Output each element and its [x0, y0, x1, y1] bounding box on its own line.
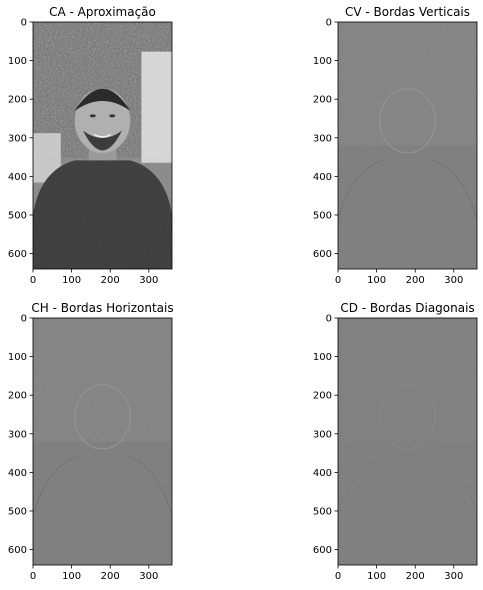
y-tick-label: 500	[8, 506, 27, 517]
x-tick-label: 300	[139, 275, 158, 286]
x-tick-label: 100	[62, 275, 81, 286]
x-tick-label: 200	[406, 275, 425, 286]
axes-frame	[32, 21, 173, 270]
y-tick-label: 0	[326, 314, 332, 325]
panel-ch: CH - Bordas Horizontais 0 100 200 300 0 100 200…	[8, 301, 174, 582]
y-tick-label: 200	[8, 391, 27, 402]
y-tick-label: 300	[8, 429, 27, 440]
y-tick-label: 300	[8, 133, 27, 144]
x-tick-label: 0	[30, 571, 36, 582]
y-tick-label: 500	[313, 506, 332, 517]
y-tick-label: 500	[8, 210, 27, 221]
y-tick-label: 400	[313, 172, 332, 183]
y-tick-label: 300	[313, 429, 332, 440]
x-tick-label: 100	[62, 571, 81, 582]
panel-cv: CV - Bordas Verticais 0 100 200 300 0 100 200 30…	[313, 5, 478, 286]
chart-title: CH - Bordas Horizontais	[31, 301, 173, 315]
image-ch	[33, 318, 172, 565]
chart-title: CA - Aproximação	[49, 5, 156, 19]
y-tick-label: 0	[21, 314, 27, 325]
x-tick-label: 200	[101, 571, 120, 582]
x-tick-label: 0	[30, 275, 36, 286]
x-tick-label: 300	[444, 275, 463, 286]
y-tick-label: 100	[8, 56, 27, 67]
y-tick-label: 500	[313, 210, 332, 221]
x-tick-label: 200	[406, 571, 425, 582]
y-tick-label: 200	[8, 95, 27, 106]
panel-cd: CD - Bordas Diagonais 0 100 200 300 0 100 200 30…	[313, 301, 478, 582]
y-tick-label: 0	[326, 18, 332, 29]
y-tick-label: 600	[313, 545, 332, 556]
y-tick-label: 100	[8, 352, 27, 363]
x-tick-label: 0	[335, 571, 341, 582]
y-tick-label: 600	[313, 249, 332, 260]
x-tick-label: 300	[444, 571, 463, 582]
axes-frame	[337, 21, 478, 270]
image-ca	[33, 22, 172, 269]
y-tick-label: 600	[8, 249, 27, 260]
y-tick-label: 600	[8, 545, 27, 556]
y-tick-label: 400	[8, 172, 27, 183]
x-tick-label: 0	[335, 275, 341, 286]
axes-frame	[32, 317, 173, 566]
axes-frame	[337, 317, 478, 566]
y-tick-label: 200	[313, 95, 332, 106]
x-tick-label: 100	[367, 275, 386, 286]
chart-title: CD - Bordas Diagonais	[340, 301, 474, 315]
y-tick-label: 400	[313, 468, 332, 479]
y-tick-label: 0	[21, 18, 27, 29]
y-tick-label: 200	[313, 391, 332, 402]
image-cd	[338, 318, 477, 565]
x-tick-label: 100	[367, 571, 386, 582]
y-tick-label: 400	[8, 468, 27, 479]
y-tick-label: 100	[313, 352, 332, 363]
image-cv	[338, 22, 477, 269]
x-tick-label: 200	[101, 275, 120, 286]
y-tick-label: 100	[313, 56, 332, 67]
chart-title: CV - Bordas Verticais	[345, 5, 470, 19]
panel-ca: CA - Aproximação 0 100 200 300 0 100 200 300 400 5…	[8, 5, 173, 286]
x-tick-label: 300	[139, 571, 158, 582]
y-tick-label: 300	[313, 133, 332, 144]
